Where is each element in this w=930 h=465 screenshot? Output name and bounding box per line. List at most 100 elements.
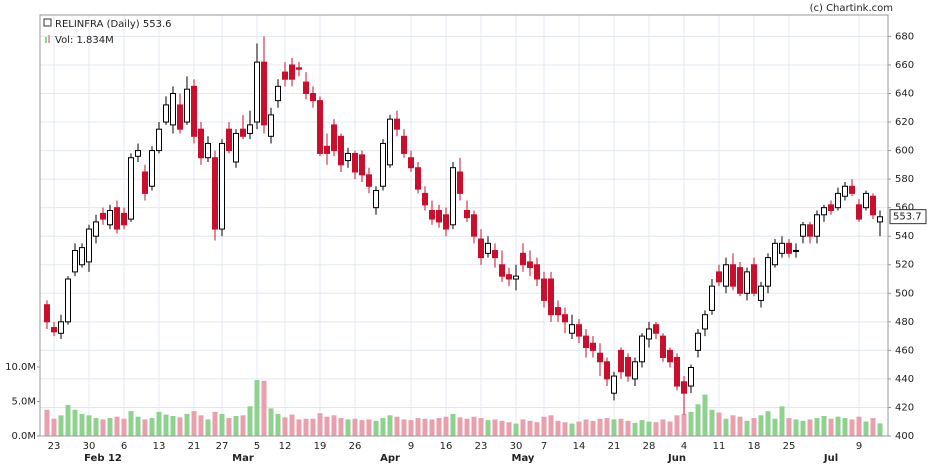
candle-body — [667, 349, 673, 363]
candle-body — [618, 349, 624, 373]
volume-bar — [870, 418, 876, 436]
volume-bar — [226, 418, 232, 436]
month-label: Jul — [823, 453, 838, 464]
candle-body — [205, 142, 211, 159]
month-label: Jun — [667, 453, 686, 464]
volume-bar — [702, 394, 708, 436]
x-tick-label: 7 — [541, 441, 547, 452]
candle-body — [779, 242, 785, 254]
candle-body — [107, 210, 113, 226]
candle-body — [814, 214, 820, 237]
volume-bar — [177, 417, 183, 436]
candle-body — [688, 366, 694, 387]
candle-body — [436, 210, 442, 223]
volume-bar — [212, 411, 218, 436]
plot-frame — [39, 14, 889, 437]
candle-body — [79, 247, 85, 266]
volume-bar — [639, 420, 645, 436]
volume-bar — [492, 419, 498, 436]
volume-bar — [338, 418, 344, 436]
volume-bar — [695, 404, 701, 436]
volume-bar — [737, 416, 743, 436]
candle-body — [520, 252, 526, 266]
candle-body — [464, 210, 470, 219]
candle-body — [562, 314, 568, 323]
candle-body — [653, 324, 659, 334]
candle-body — [163, 104, 169, 123]
candle-body — [219, 142, 225, 230]
volume-bar — [128, 411, 134, 436]
candle-body — [821, 207, 827, 216]
volume-bar — [562, 422, 568, 436]
volume-bar — [828, 418, 834, 436]
volume-bar — [303, 418, 309, 436]
candle-body — [849, 185, 855, 194]
candle-body — [450, 167, 456, 226]
candle-body — [114, 207, 120, 230]
volume-bar — [142, 419, 148, 436]
candle-body — [695, 332, 701, 351]
volume-bar — [527, 420, 533, 436]
candle-body — [149, 150, 155, 187]
candle-body — [177, 104, 183, 130]
candle-body — [128, 157, 134, 220]
candle-body — [744, 271, 750, 294]
volume-bar — [807, 419, 813, 436]
last-price-box — [889, 209, 927, 225]
volume-bar — [247, 406, 253, 436]
volume-bar — [310, 418, 316, 436]
volume-bar — [597, 418, 603, 436]
volume-bar — [380, 418, 386, 436]
y-tick-label: 460 — [895, 345, 914, 356]
y-tick-label: 500 — [895, 288, 914, 299]
volume-bar — [366, 419, 372, 436]
volume-bar — [79, 413, 85, 436]
x-tick-label: 23 — [475, 441, 488, 452]
volume-bar — [184, 413, 190, 436]
candle-body — [478, 238, 484, 259]
candle-body — [247, 124, 253, 134]
candle-body — [870, 195, 876, 216]
volume-bar — [849, 419, 855, 436]
x-tick-label: 26 — [349, 441, 362, 452]
volume-bar — [149, 418, 155, 436]
candle-body — [359, 154, 365, 176]
volume-bar — [765, 411, 771, 436]
volume-bar — [296, 419, 302, 436]
volume-bar — [681, 413, 687, 436]
volume-legend: Vol: 1.834M — [55, 35, 114, 46]
x-tick-label: 12 — [279, 441, 292, 452]
x-tick-label: 23 — [48, 441, 61, 452]
volume-bar — [408, 420, 414, 436]
volume-bar — [282, 417, 288, 436]
candles — [44, 36, 883, 415]
candle-body — [569, 324, 575, 334]
volume-bar — [814, 418, 820, 436]
x-tick-label: 16 — [440, 441, 453, 452]
y-tick-label: 640 — [895, 88, 914, 99]
x-tick-label: 21 — [608, 441, 621, 452]
volume-bar — [653, 422, 659, 436]
volume-bar — [632, 422, 638, 436]
volume-bar — [730, 415, 736, 436]
volume-bar — [394, 416, 400, 436]
candle-body — [632, 361, 638, 380]
candle-body — [317, 100, 323, 154]
volume-bar — [541, 416, 547, 436]
candle-body — [289, 64, 295, 80]
y-tick-label: 620 — [895, 117, 914, 128]
x-tick-label: 25 — [783, 441, 796, 452]
volume-bar — [464, 418, 470, 436]
chart-title: RELINFRA (Daily) 553.6 — [55, 19, 172, 30]
candle-body — [576, 324, 582, 337]
candle-body — [604, 361, 610, 380]
volume-bar — [618, 418, 624, 436]
volume-bar — [331, 415, 337, 436]
candle-body — [303, 81, 309, 94]
y2-tick-label: 5.0M — [11, 396, 36, 407]
candle-body — [156, 128, 162, 152]
x-tick-label: 4 — [681, 441, 687, 452]
volume-bar — [716, 412, 722, 436]
candle-body — [338, 135, 344, 166]
